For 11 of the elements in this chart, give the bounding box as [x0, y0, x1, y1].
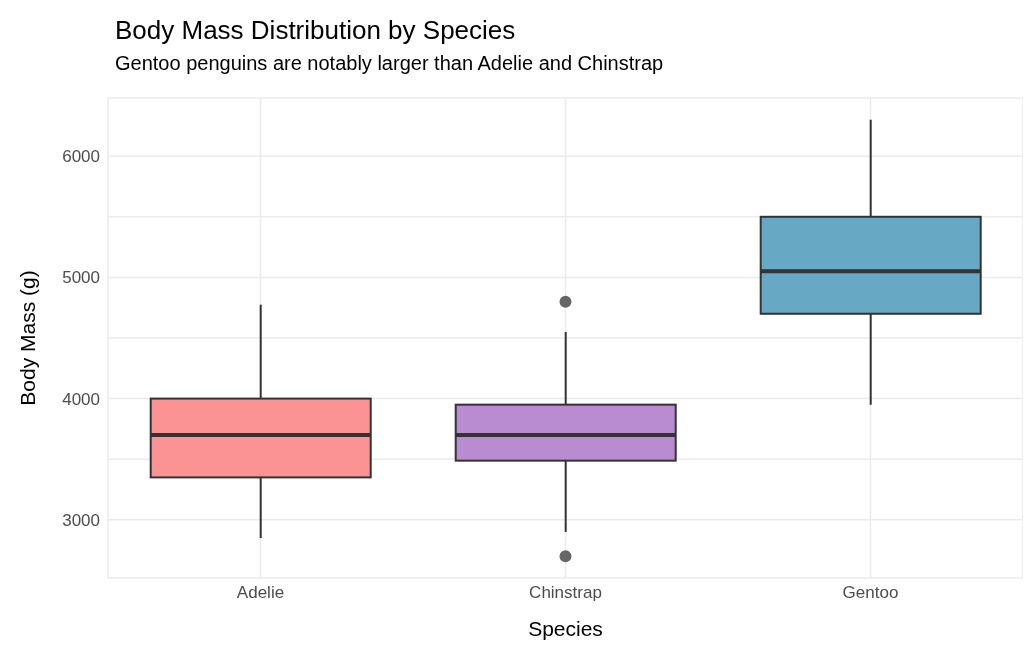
x-tick-label: Chinstrap	[529, 583, 602, 603]
y-tick-label: 5000	[62, 268, 100, 288]
x-tick-label: Adelie	[236, 583, 285, 603]
x-axis-title: Species	[528, 617, 603, 640]
y-axis-title: Body Mass (g)	[16, 270, 40, 406]
y-tick-label: 3000	[62, 510, 100, 530]
chart-subtitle: Gentoo penguins are notably larger than Adelie and Chinstrap	[115, 51, 665, 76]
y-tick-label: 6000	[62, 147, 100, 167]
y-tick-label: 4000	[62, 389, 100, 409]
chart-title: Body Mass Distribution by Species	[115, 14, 517, 47]
x-tick-label: Gentoo	[842, 583, 899, 603]
